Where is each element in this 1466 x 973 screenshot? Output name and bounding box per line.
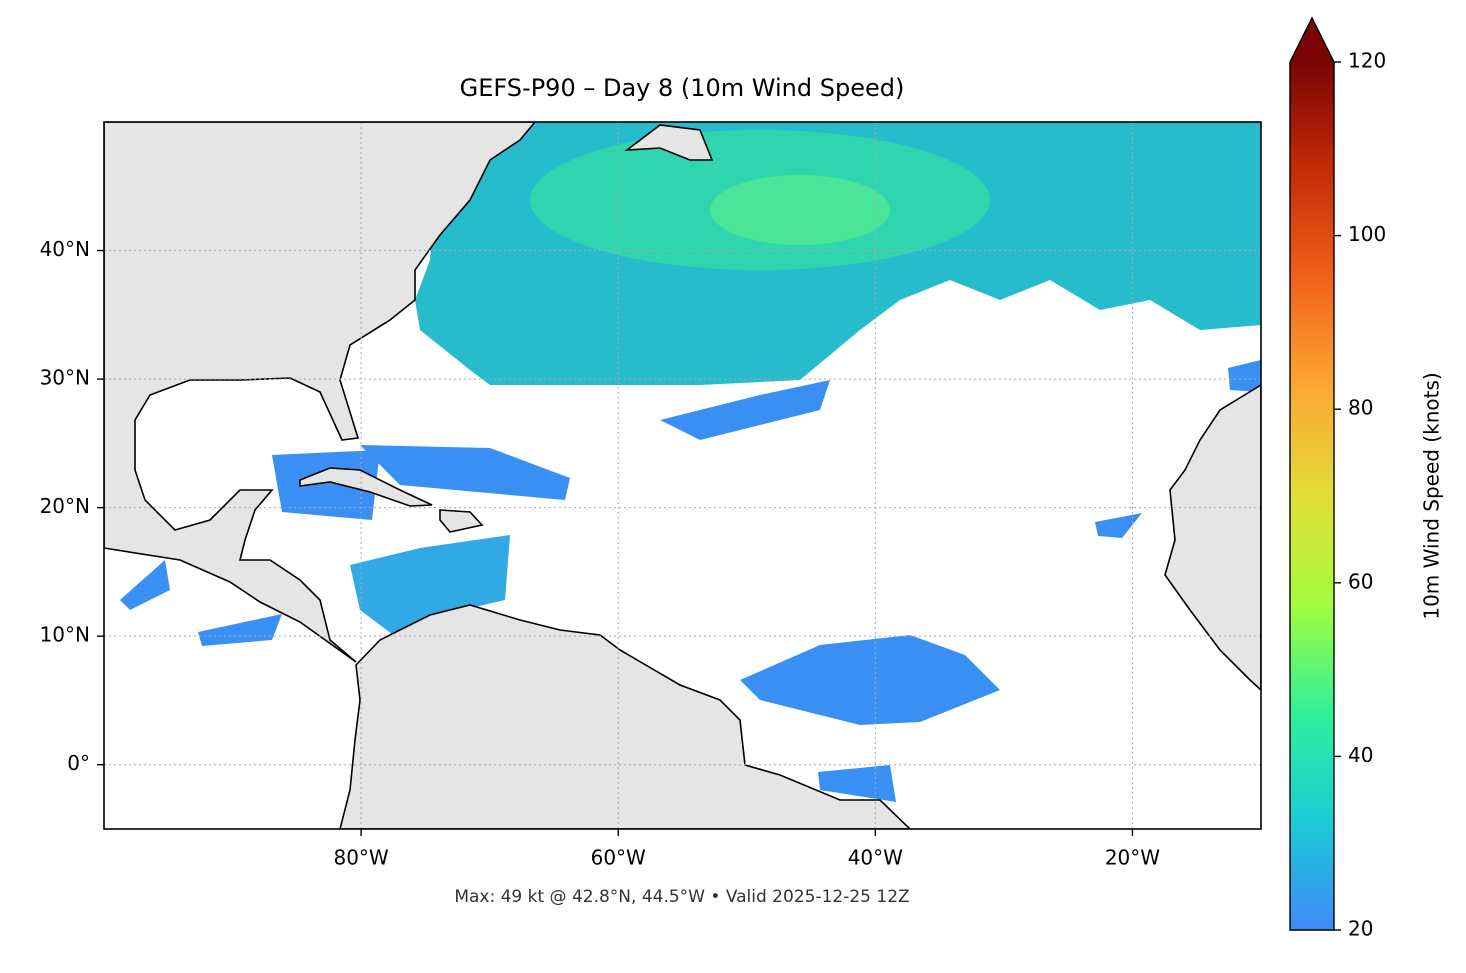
colorbar-scale — [1290, 62, 1334, 930]
wind-field — [740, 635, 1000, 725]
colorbar: 20 40 60 80 100 120 10m Wind Speed (knots) — [1289, 16, 1444, 941]
colorbar-tick-label: 120 — [1348, 49, 1386, 73]
colorbar-extend — [1290, 18, 1334, 62]
colorbar-tick-label: 20 — [1348, 917, 1373, 941]
y-tick-label: 0° — [67, 751, 90, 775]
colorbar-tick-label: 40 — [1348, 743, 1373, 767]
wind-field — [120, 560, 170, 610]
land — [299, 467, 433, 507]
wind-field — [710, 175, 890, 245]
colorbar-tick-label: 60 — [1348, 569, 1373, 593]
y-tick-label: 10°N — [40, 623, 90, 647]
colorbar-label: 10m Wind Speed (knots) — [1420, 372, 1444, 619]
x-tick-label: 60°W — [591, 846, 646, 870]
map-area — [104, 122, 1261, 829]
land — [339, 604, 912, 829]
land — [1164, 384, 1261, 692]
land — [439, 509, 484, 533]
x-tick-label: 80°W — [333, 846, 388, 870]
wind-field — [818, 765, 896, 802]
y-tick-label: 30°N — [40, 366, 90, 390]
y-tick-label: 20°N — [40, 494, 90, 518]
wind-field — [198, 614, 282, 646]
colorbar-tick-label: 80 — [1348, 396, 1373, 420]
wind-field — [1228, 360, 1261, 392]
map-frame — [103, 121, 1262, 830]
colorbar-tick-label: 100 — [1348, 222, 1386, 246]
wind-field — [360, 445, 570, 500]
chart-title: GEFS-P90 – Day 8 (10m Wind Speed) — [460, 74, 905, 102]
x-tick-label: 40°W — [848, 846, 903, 870]
land — [624, 124, 714, 161]
land — [104, 122, 537, 663]
footer-note: Max: 49 kt @ 42.8°N, 44.5°W • Valid 2025… — [454, 887, 909, 907]
colorbar-frame — [1289, 16, 1335, 931]
wind-field — [1095, 513, 1142, 538]
wind-field — [350, 535, 510, 640]
wind-field — [660, 380, 830, 440]
y-tick-label: 40°N — [40, 237, 90, 261]
x-tick-label: 20°W — [1105, 846, 1160, 870]
wind-field — [272, 450, 380, 520]
